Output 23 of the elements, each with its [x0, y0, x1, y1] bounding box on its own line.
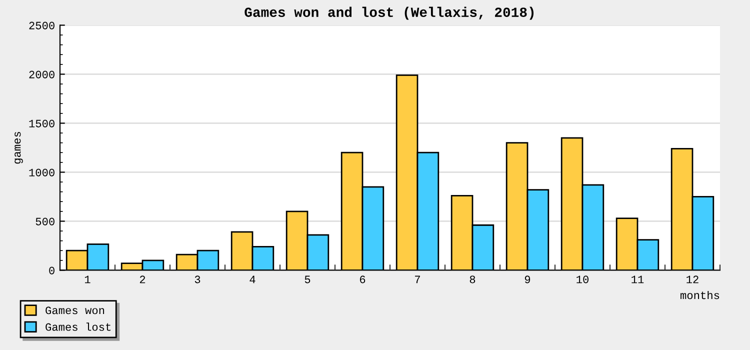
y-tick-label: 500: [36, 218, 54, 226]
x-tick-label: 3: [194, 276, 200, 284]
x-tick-label: 4: [250, 276, 256, 284]
chart-title: Games won and lost (Wellaxis, 2018): [244, 6, 534, 20]
x-tick-label: 11: [632, 276, 644, 284]
x-tick-label: 10: [576, 276, 588, 284]
x-axis-title: months: [680, 290, 720, 300]
legend-label: Games won: [46, 306, 104, 314]
y-tick-label: 1000: [29, 168, 54, 176]
x-tick-label: 5: [304, 276, 310, 284]
x-tick-label: 6: [360, 276, 366, 284]
x-tick-label: 7: [415, 276, 420, 284]
y-tick-label: 2000: [29, 70, 54, 78]
x-tick-label: 1: [84, 276, 90, 284]
y-tick-label: 2500: [29, 22, 54, 30]
y-tick-label: 1500: [29, 120, 54, 128]
legend-label: Games lost: [46, 322, 111, 331]
x-tick-label: 8: [470, 276, 476, 284]
y-axis-title: games: [14, 132, 23, 164]
x-tick-label: 12: [686, 276, 698, 284]
x-tick-label: 2: [140, 276, 146, 284]
y-tick-label: 0: [49, 266, 54, 274]
x-tick-label: 9: [524, 276, 530, 284]
